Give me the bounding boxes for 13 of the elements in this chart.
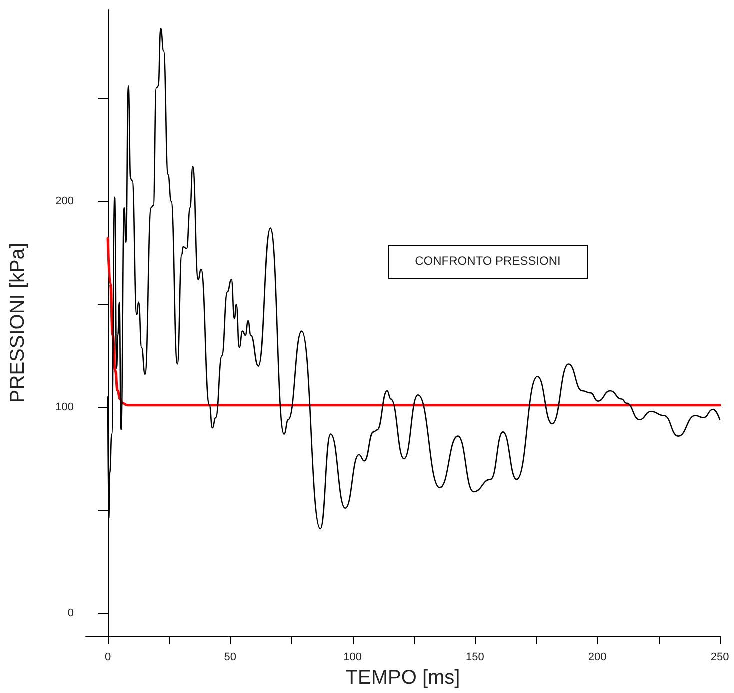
y-tick-label: 200 xyxy=(56,196,74,208)
y-tick-label: 100 xyxy=(56,401,74,414)
x-tick-label: 150 xyxy=(466,652,484,664)
legend-title: CONFRONTO PRESSIONI xyxy=(414,254,562,268)
line-series xyxy=(106,237,722,407)
x-tick-label: 100 xyxy=(344,652,362,664)
x-axis-title: TEMPO [ms] xyxy=(346,667,460,689)
x-tick-label: 250 xyxy=(710,652,730,664)
x-tick-label: 0 xyxy=(104,652,112,664)
y-tick-label: 0 xyxy=(68,607,74,620)
x-tick-label: 200 xyxy=(588,652,607,664)
x-tick-label: 50 xyxy=(224,652,237,664)
y-axis-title: PRESSIONI [kPa] xyxy=(7,243,29,404)
